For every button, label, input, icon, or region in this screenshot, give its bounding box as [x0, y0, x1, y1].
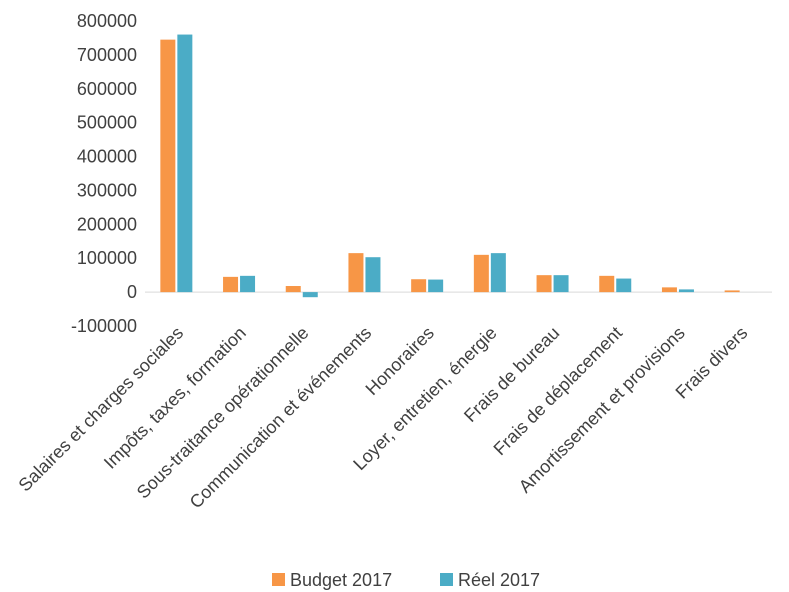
y-tick-label: 800000	[77, 11, 137, 31]
bar-budget-1	[223, 276, 239, 293]
bar-reel-4	[428, 279, 444, 293]
bars-group	[160, 34, 757, 298]
bar-budget-4	[411, 279, 427, 293]
bar-reel-5	[490, 253, 506, 293]
legend-swatch-budget	[272, 573, 285, 586]
y-tick-label: 100000	[77, 248, 137, 268]
bar-budget-6	[536, 275, 552, 293]
legend-swatch-reel	[440, 573, 453, 586]
bar-reel-0	[177, 34, 193, 293]
y-tick-label: 700000	[77, 45, 137, 65]
bar-budget-9	[724, 290, 740, 293]
legend: Budget 2017 Réel 2017	[272, 570, 540, 590]
bar-budget-8	[661, 287, 677, 293]
bar-reel-8	[678, 289, 694, 293]
legend-label-budget: Budget 2017	[290, 570, 392, 590]
y-tick-label: 200000	[77, 214, 137, 234]
bar-budget-0	[160, 39, 176, 293]
bar-reel-1	[240, 275, 256, 293]
y-tick-label: 400000	[77, 147, 137, 167]
bar-budget-7	[599, 275, 615, 293]
y-tick-label: 600000	[77, 79, 137, 99]
bar-budget-2	[285, 286, 301, 293]
y-tick-label: -100000	[71, 316, 137, 336]
y-tick-label: 300000	[77, 180, 137, 200]
bar-reel-2	[302, 292, 318, 298]
legend-label-reel: Réel 2017	[458, 570, 540, 590]
bar-budget-3	[348, 253, 364, 293]
bar-budget-5	[473, 254, 489, 293]
bar-reel-7	[616, 278, 632, 293]
bar-reel-6	[553, 275, 569, 293]
bar-reel-3	[365, 257, 381, 293]
y-tick-label: 0	[127, 282, 137, 302]
y-axis-ticks: -100000 0 100000 200000 300000 400000 500000 60…	[71, 11, 137, 336]
y-tick-label: 500000	[77, 113, 137, 133]
